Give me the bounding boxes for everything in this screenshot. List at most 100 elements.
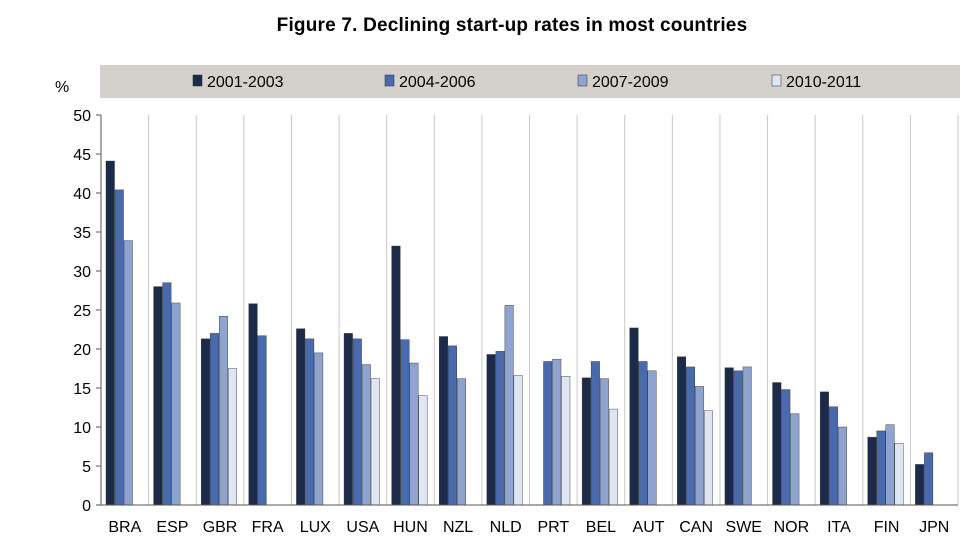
bar-fin-2007-2009 <box>885 424 895 506</box>
y-tick-label: 50 <box>73 108 91 125</box>
bar-gbr-2004-2006 <box>210 333 219 506</box>
bar-lux-2007-2009 <box>314 352 324 506</box>
bar-swe-2001-2003 <box>724 367 734 506</box>
bar-ita-2004-2006 <box>828 406 838 506</box>
legend-band <box>100 65 960 98</box>
x-tick-label-jpn: JPN <box>919 519 949 536</box>
legend: 2001-2003 2004-2006 2007-2009 2010-2011 <box>192 74 861 91</box>
chart-title: Figure 7. Declining start-up rates in mo… <box>276 15 748 36</box>
x-tick-label-nld: NLD <box>490 519 522 536</box>
bar-lux-2004-2006 <box>305 338 315 506</box>
bar-can-2007-2009 <box>695 386 705 506</box>
x-tick-label-aut: AUT <box>633 519 665 536</box>
bar-lux-2001-2003 <box>296 328 306 506</box>
bar-fra-2001-2003 <box>248 303 258 506</box>
legend-label-2007-2009: 2007-2009 <box>592 74 669 91</box>
x-tick-label-nor: NOR <box>774 519 810 536</box>
y-axis-unit: % <box>55 79 69 96</box>
bar-ita-2001-2003 <box>819 391 829 506</box>
bar-nor-2001-2003 <box>772 382 782 506</box>
y-tick-label: 0 <box>82 498 91 515</box>
legend-swatch-2004-2006 <box>384 74 395 87</box>
x-axis-ticks: BRA ESP GBR FRA LUX USA HUN NZL NLD PRT BEL AUT CAN S… <box>108 519 949 536</box>
bar-bel-2007-2009 <box>599 378 609 506</box>
bar-gbr-2007-2009 <box>219 316 228 506</box>
bars <box>105 160 934 506</box>
y-tick-label: 30 <box>73 264 91 281</box>
bar-aut-2004-2006 <box>638 361 648 506</box>
x-tick-label-usa: USA <box>346 519 379 536</box>
bar-jpn-2004-2006 <box>924 452 934 506</box>
bar-usa-2007-2009 <box>361 364 371 506</box>
y-tick-label: 5 <box>82 459 91 476</box>
x-tick-label-hun: HUN <box>393 519 428 536</box>
bar-prt-2004-2006 <box>543 361 553 506</box>
bar-nld-2010-2011 <box>513 375 523 506</box>
bar-esp-2004-2006 <box>162 282 172 506</box>
bar-nld-2001-2003 <box>486 354 496 506</box>
x-tick-label-fin: FIN <box>874 519 900 536</box>
group-separators <box>148 115 959 505</box>
legend-label-2004-2006: 2004-2006 <box>399 74 476 91</box>
bar-hun-2001-2003 <box>391 245 401 506</box>
x-tick-label-swe: SWE <box>726 519 762 536</box>
x-tick-label-bra: BRA <box>108 519 141 536</box>
bar-gbr-2001-2003 <box>201 338 210 506</box>
y-tick-label: 45 <box>73 147 91 164</box>
bar-usa-2001-2003 <box>343 333 353 506</box>
bar-nzl-2004-2006 <box>448 345 457 506</box>
bar-esp-2001-2003 <box>153 286 163 506</box>
bar-aut-2007-2009 <box>647 370 657 506</box>
bar-hun-2010-2011 <box>418 395 428 506</box>
bar-esp-2007-2009 <box>171 302 181 506</box>
bar-usa-2004-2006 <box>352 338 362 506</box>
y-tick-label: 15 <box>73 381 91 398</box>
x-tick-label-can: CAN <box>679 519 713 536</box>
bar-can-2010-2011 <box>704 410 714 506</box>
bar-swe-2004-2006 <box>733 370 743 506</box>
bar-prt-2010-2011 <box>561 376 571 506</box>
x-tick-label-fra: FRA <box>252 519 284 536</box>
x-tick-label-bel: BEL <box>586 519 616 536</box>
x-tick-label-prt: PRT <box>537 519 569 536</box>
bar-hun-2007-2009 <box>409 362 419 506</box>
x-tick-label-ita: ITA <box>827 519 851 536</box>
y-tick-label: 20 <box>73 342 91 359</box>
legend-swatch-2001-2003 <box>192 74 203 87</box>
x-tick-label-lux: LUX <box>300 519 331 536</box>
x-tick-label-nzl: NZL <box>443 519 473 536</box>
bar-can-2004-2006 <box>686 366 696 506</box>
y-axis-ticks: 0 5 10 15 20 25 30 35 40 45 50 <box>73 108 101 515</box>
bar-fin-2001-2003 <box>867 436 877 506</box>
legend-label-2001-2003: 2001-2003 <box>207 74 284 91</box>
bar-bel-2001-2003 <box>581 377 591 506</box>
bar-bra-2004-2006 <box>114 189 124 506</box>
bar-jpn-2001-2003 <box>915 464 925 506</box>
x-tick-label-gbr: GBR <box>203 519 238 536</box>
bar-prt-2007-2009 <box>552 358 562 506</box>
legend-swatch-2007-2009 <box>577 74 588 87</box>
bar-usa-2010-2011 <box>370 378 380 506</box>
x-tick-label-esp: ESP <box>156 519 188 536</box>
bar-bel-2004-2006 <box>590 361 600 506</box>
bar-hun-2004-2006 <box>400 339 410 506</box>
bar-nor-2007-2009 <box>790 413 800 506</box>
y-tick-label: 25 <box>73 303 91 320</box>
bar-gbr-2010-2011 <box>228 368 237 506</box>
bar-nld-2007-2009 <box>504 305 514 506</box>
bar-fin-2010-2011 <box>894 443 904 506</box>
bar-bra-2007-2009 <box>123 240 133 506</box>
y-tick-label: 40 <box>73 186 91 203</box>
y-tick-label: 10 <box>73 420 91 437</box>
legend-label-2010-2011: 2010-2011 <box>786 74 861 91</box>
bar-swe-2007-2009 <box>742 366 752 506</box>
bar-aut-2001-2003 <box>629 327 639 506</box>
bar-nor-2004-2006 <box>781 389 791 506</box>
bar-can-2001-2003 <box>677 356 687 506</box>
bar-bra-2001-2003 <box>105 160 115 506</box>
legend-swatch-2010-2011 <box>771 74 782 87</box>
bar-nld-2004-2006 <box>495 351 505 506</box>
y-tick-label: 35 <box>73 225 91 242</box>
bar-ita-2007-2009 <box>837 426 847 506</box>
